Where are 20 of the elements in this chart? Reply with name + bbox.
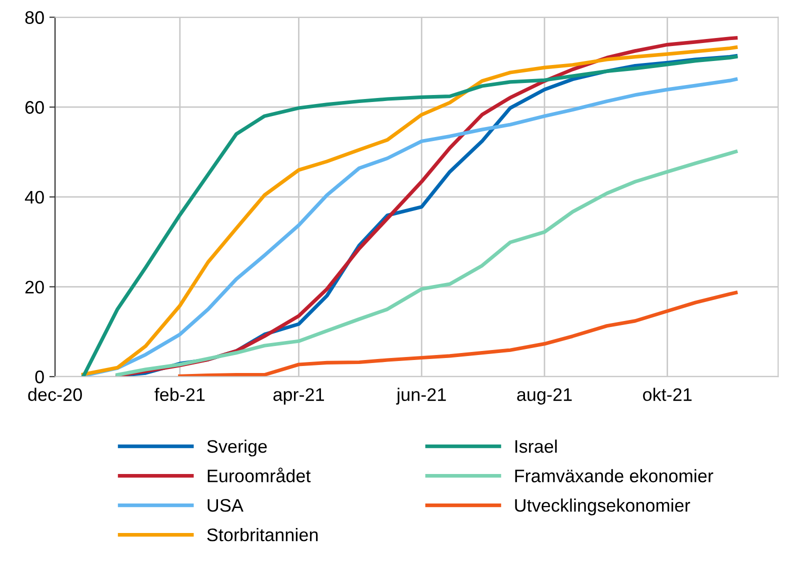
x-tick-label: dec-20 — [28, 388, 82, 401]
y-tick-label: 60 — [25, 101, 44, 114]
legend-label: USA — [208, 499, 244, 512]
legend-label: Sverige — [207, 440, 267, 456]
x-tick-label: feb-21 — [154, 388, 205, 401]
line-series — [116, 150, 738, 377]
line-series — [178, 290, 738, 377]
x-tick-label: jun-21 — [396, 388, 446, 405]
x-tick-label: okt-21 — [643, 388, 692, 401]
legend-label: Euroområdet — [208, 468, 311, 482]
x-tick-label: aug-21 — [517, 388, 572, 405]
legend-label: Storbritannien — [207, 528, 318, 542]
legend-label: Utvecklingsekonomier — [515, 498, 690, 516]
y-tick-label: 0 — [35, 370, 44, 384]
y-tick-label: 80 — [25, 11, 44, 24]
legend-label: Framväxande ekonomier — [515, 469, 714, 482]
x-tick-label: apr-21 — [273, 388, 324, 405]
y-tick-label: 40 — [24, 190, 44, 204]
legend-label: Israel — [515, 440, 557, 453]
y-tick-label: 20 — [25, 280, 44, 294]
